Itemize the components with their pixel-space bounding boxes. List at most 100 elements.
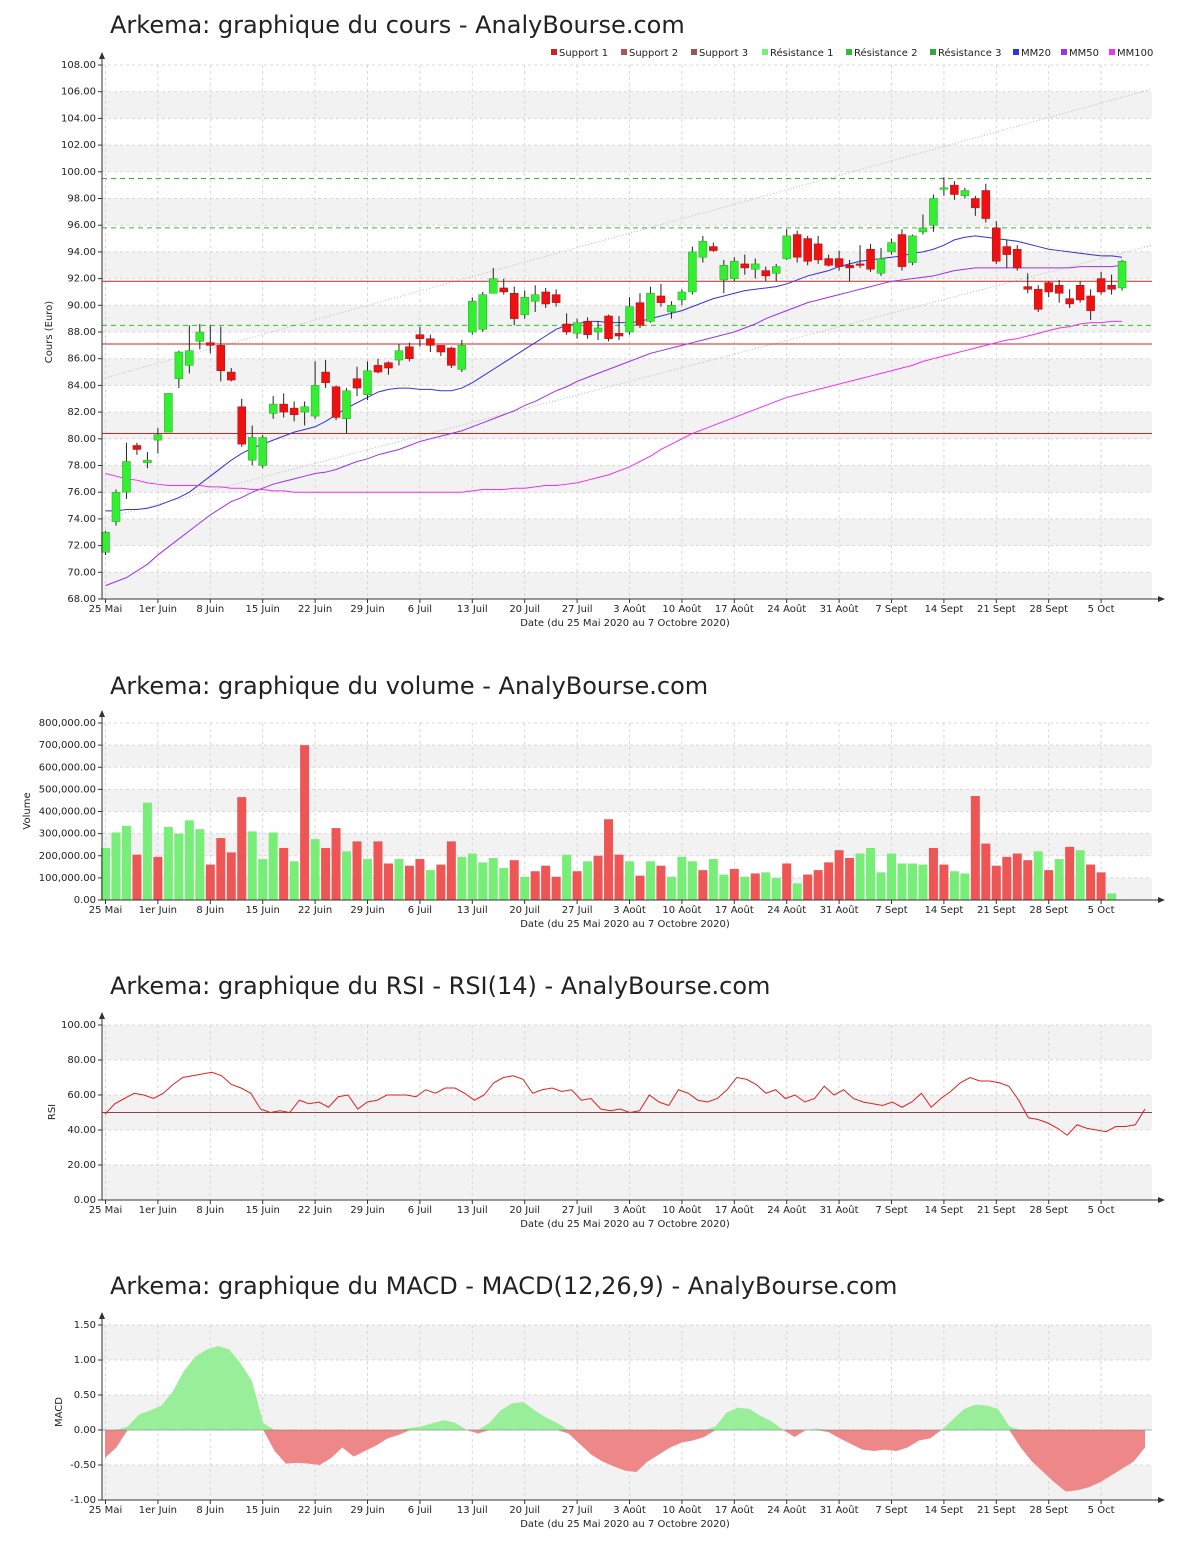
- candle-body: [279, 403, 288, 413]
- volume-bar: [478, 862, 488, 900]
- candle-body: [897, 234, 907, 267]
- candle-body: [247, 437, 257, 461]
- 1-x-tick-label: 24 Août: [767, 904, 806, 916]
- volume-bar: [268, 832, 278, 900]
- volume-bar: [300, 745, 310, 900]
- price-axes: 68.00 70.00 72.00 74.00 76.00 78.00 80.00 82.00…: [61, 52, 1165, 615]
- 3-y-tick-label: 1.00: [74, 1355, 96, 1366]
- 2-x-tick-label: 14 Sept: [925, 1205, 964, 1216]
- 3-x-tick-label: 28 Sept: [1029, 1505, 1068, 1516]
- 2-x-tick-label: 27 Juil: [562, 1205, 593, 1216]
- candle-body: [813, 243, 823, 261]
- volume-bar: [928, 848, 938, 900]
- 3-x-tick-label: 22 Juin: [298, 1505, 332, 1516]
- legend-label: MM20: [1021, 48, 1051, 59]
- 0-y-tick-label: 72.00: [67, 541, 96, 552]
- 1-x-tick-label: 13 Juil: [457, 905, 488, 916]
- volume-bar: [467, 853, 477, 900]
- candle-body: [415, 334, 425, 339]
- candle-body: [237, 406, 246, 445]
- candle-body: [677, 291, 687, 301]
- volume-bar: [446, 841, 456, 900]
- macd-chart-title: Arkema: graphique du MACD - MACD(12,26,9…: [110, 1272, 897, 1300]
- 0-y-tick-label: 86.00: [67, 354, 96, 365]
- 3-x-tick-label: 14 Sept: [925, 1505, 964, 1516]
- candle-body: [792, 234, 802, 258]
- 0-y-tick-label: 104.00: [61, 113, 96, 124]
- volume-bar: [509, 860, 519, 900]
- volume-bar: [184, 820, 194, 900]
- volume-bar: [803, 874, 813, 900]
- rsi-chart-title: Arkema: graphique du RSI - RSI(14) - Ana…: [110, 972, 770, 1000]
- macd-axes: -1.00 -0.50 0.00 0.50 1.00 1.50 25 Mai 1er Juin…: [70, 1312, 1165, 1516]
- 2-x-tick-label: 20 Juil: [509, 1205, 540, 1216]
- 0-grid-band: [102, 358, 1152, 386]
- volume-bar: [174, 833, 184, 900]
- 1-x-tick-label: 8 Juin: [196, 905, 224, 916]
- candle-body: [363, 370, 372, 395]
- 0-x-tick-label: 10 Août: [662, 603, 701, 615]
- 0-y-tick-label: 96.00: [67, 220, 96, 231]
- 3-x-tick-label: 20 Juil: [509, 1505, 540, 1516]
- 0-x-tick-label: 27 Juil: [562, 604, 593, 615]
- 1-x-tick-label: 25 Mai: [89, 905, 122, 916]
- 2-x-tick-label: 1er Juin: [139, 1205, 177, 1216]
- 0-x-tick-label: 1er Juin: [139, 604, 177, 615]
- volume-x-axis-label: Date (du 25 Mai 2020 au 7 Octobre 2020): [520, 919, 730, 930]
- legend-label: MM100: [1117, 48, 1153, 59]
- candle-body: [730, 260, 739, 279]
- candle-body: [509, 293, 519, 319]
- candle-body: [1107, 285, 1116, 290]
- candle-body: [834, 258, 844, 267]
- 0-x-tick-label: 31 Août: [820, 603, 859, 615]
- 0-y-tick-label: 70.00: [67, 567, 96, 578]
- 1-grid-band: [102, 789, 1152, 812]
- 1-x-tick-label: 5 Oct: [1088, 905, 1115, 916]
- legend-swatch: [691, 49, 697, 55]
- 2-x-tick-label: 15 Juin: [246, 1205, 280, 1216]
- volume-bar: [593, 855, 603, 900]
- volume-bar: [960, 873, 970, 900]
- 0-x-tick-label: 17 Août: [715, 603, 754, 615]
- candle-body: [185, 350, 194, 366]
- 1-x-tick-label: 29 Juin: [350, 905, 384, 916]
- candle-body: [887, 242, 896, 253]
- volume-bar: [373, 841, 383, 900]
- 1-x-tick-label: 10 Août: [662, 904, 701, 916]
- candle-body: [216, 345, 226, 371]
- macd-y-axis-label: MACD: [54, 1397, 65, 1427]
- volume-bar: [195, 829, 205, 900]
- candle-body: [499, 287, 508, 293]
- 0-y-tick-label: 88.00: [67, 327, 96, 338]
- volume-bar: [666, 876, 676, 900]
- 1-y-tick-label: 800,000.00: [39, 718, 96, 729]
- volume-bar: [614, 854, 624, 900]
- volume-axes: 0.00 100,000.00 200,000.00 300,000.00 400,00…: [39, 710, 1165, 916]
- volume-bar: [824, 862, 834, 900]
- candle-body: [164, 393, 173, 433]
- rsi-lines: [102, 1071, 1152, 1136]
- 0-y-tick-label: 84.00: [67, 380, 96, 391]
- volume-bar: [111, 832, 121, 900]
- 0-y-tick-label: 68.00: [67, 594, 96, 605]
- volume-bar: [331, 828, 341, 900]
- 2-x-tick-label: 5 Oct: [1088, 1205, 1115, 1216]
- 1-x-tick-label: 17 Août: [715, 904, 754, 916]
- 1-y-tick-label: 300,000.00: [39, 829, 96, 840]
- volume-bar: [1012, 853, 1022, 900]
- volume-bar: [1002, 856, 1012, 900]
- candle-body: [981, 190, 991, 219]
- candle-body: [751, 263, 760, 270]
- 0-y-tick-label: 78.00: [67, 461, 96, 472]
- rsi-chart-panel: Arkema: graphique du RSI - RSI(14) - Ana…: [47, 972, 1165, 1230]
- rsi-x-axis-label: Date (du 25 Mai 2020 au 7 Octobre 2020): [520, 1219, 730, 1230]
- candle-body: [593, 327, 603, 333]
- volume-bar: [656, 865, 666, 900]
- volume-bar: [1065, 846, 1075, 900]
- volume-bar: [698, 870, 708, 900]
- trend-line: [101, 244, 1153, 520]
- 1-y-tick-label: 500,000.00: [39, 784, 96, 795]
- candle-body: [1033, 289, 1043, 310]
- legend-swatch: [1013, 49, 1019, 55]
